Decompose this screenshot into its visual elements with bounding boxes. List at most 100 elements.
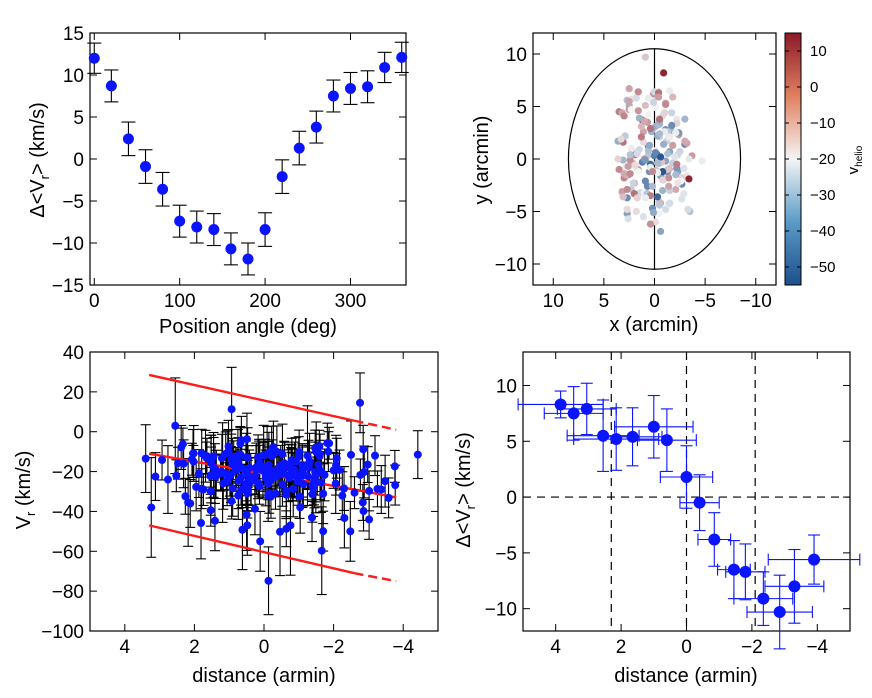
data-point bbox=[344, 82, 356, 94]
axes-layer: 4 2 0 −2 −4 10 5 0 −5 −10 bbox=[485, 352, 850, 658]
data-point bbox=[325, 439, 334, 448]
data-point bbox=[316, 450, 325, 459]
star-point bbox=[656, 153, 665, 161]
data-point bbox=[174, 215, 186, 227]
star-point bbox=[620, 112, 628, 120]
data-point bbox=[350, 488, 359, 497]
data-point bbox=[181, 492, 190, 501]
data-point bbox=[276, 171, 288, 183]
data-point bbox=[373, 484, 382, 493]
star-point bbox=[648, 168, 657, 176]
data-point bbox=[234, 491, 243, 500]
data-point bbox=[358, 498, 367, 507]
star-point bbox=[665, 182, 673, 190]
star-point bbox=[614, 155, 622, 163]
x-tick-label: 100 bbox=[164, 291, 196, 312]
star-point bbox=[617, 135, 625, 143]
data-point bbox=[808, 553, 821, 566]
data-point bbox=[261, 471, 270, 480]
x-tick-label: 0 bbox=[681, 637, 692, 658]
data-layer bbox=[140, 366, 423, 616]
star-point bbox=[664, 150, 672, 158]
star-point bbox=[681, 115, 689, 123]
star-point bbox=[615, 165, 623, 174]
data-point bbox=[228, 460, 237, 469]
data-point bbox=[197, 484, 206, 493]
star-point bbox=[624, 215, 632, 223]
star-point bbox=[668, 109, 676, 117]
data-point bbox=[298, 471, 307, 480]
colorbar-tick-label: 10 bbox=[810, 43, 827, 60]
data-point bbox=[294, 477, 303, 486]
y-tick-label: −5 bbox=[495, 544, 517, 565]
y-axis-label: Δ<Vr> (km/s) bbox=[453, 432, 478, 548]
data-point bbox=[151, 472, 160, 481]
data-point bbox=[264, 479, 273, 488]
data-point bbox=[250, 504, 259, 513]
star-point bbox=[654, 93, 663, 101]
data-point bbox=[243, 453, 252, 462]
star-point bbox=[637, 133, 645, 141]
data-point bbox=[332, 461, 341, 470]
data-layer bbox=[567, 48, 742, 270]
data-point bbox=[247, 477, 256, 486]
data-point bbox=[308, 490, 317, 499]
data-point bbox=[293, 142, 305, 154]
data-point bbox=[229, 452, 238, 461]
y-tick-label: −40 bbox=[52, 502, 84, 523]
data-point bbox=[274, 464, 283, 473]
star-point bbox=[649, 208, 658, 217]
star-point bbox=[629, 179, 637, 187]
data-point bbox=[206, 487, 215, 496]
data-point bbox=[227, 405, 236, 414]
data-point bbox=[147, 503, 156, 512]
star-point bbox=[666, 199, 674, 207]
star-point bbox=[659, 176, 667, 184]
y-tick-label: −80 bbox=[52, 582, 84, 603]
x-tick-label: −5 bbox=[694, 291, 716, 312]
star-point bbox=[626, 156, 634, 164]
data-point bbox=[303, 451, 312, 460]
data-point bbox=[626, 430, 639, 443]
star-point bbox=[641, 194, 649, 202]
star-point bbox=[645, 141, 654, 149]
y-tick-label: 0 bbox=[73, 150, 84, 171]
star-point bbox=[680, 164, 688, 173]
data-point bbox=[271, 489, 280, 498]
data-point bbox=[371, 451, 380, 460]
star-point bbox=[653, 193, 662, 201]
x-tick-label: 4 bbox=[550, 637, 561, 658]
star-point bbox=[651, 149, 660, 157]
data-point bbox=[287, 458, 296, 467]
x-tick-label: 200 bbox=[249, 291, 281, 312]
data-point bbox=[264, 576, 273, 585]
data-point bbox=[319, 489, 328, 498]
star-point bbox=[684, 205, 692, 213]
data-point bbox=[379, 61, 391, 73]
data-point bbox=[223, 477, 232, 486]
data-point bbox=[610, 433, 623, 446]
data-point bbox=[346, 527, 355, 536]
data-point bbox=[311, 467, 320, 476]
data-point bbox=[317, 467, 326, 476]
star-point bbox=[656, 227, 665, 236]
y-tick-label: 5 bbox=[73, 108, 84, 129]
star-point bbox=[672, 171, 680, 179]
star-point bbox=[619, 193, 627, 201]
data-point bbox=[356, 398, 365, 407]
data-point bbox=[567, 407, 580, 420]
data-point bbox=[242, 510, 251, 519]
data-point bbox=[580, 402, 593, 415]
data-point bbox=[327, 90, 339, 102]
star-point bbox=[668, 121, 676, 129]
star-point bbox=[632, 94, 640, 102]
data-point bbox=[413, 450, 422, 459]
data-point bbox=[773, 606, 786, 619]
data-point bbox=[269, 443, 278, 452]
y-tick-label: 15 bbox=[63, 24, 84, 45]
data-point bbox=[757, 592, 770, 605]
colorbar: 10 0 −10 −20 −30 −40 −50 vhelio bbox=[784, 32, 865, 286]
star-point bbox=[665, 174, 673, 182]
data-point bbox=[259, 224, 271, 236]
data-point bbox=[276, 527, 285, 536]
